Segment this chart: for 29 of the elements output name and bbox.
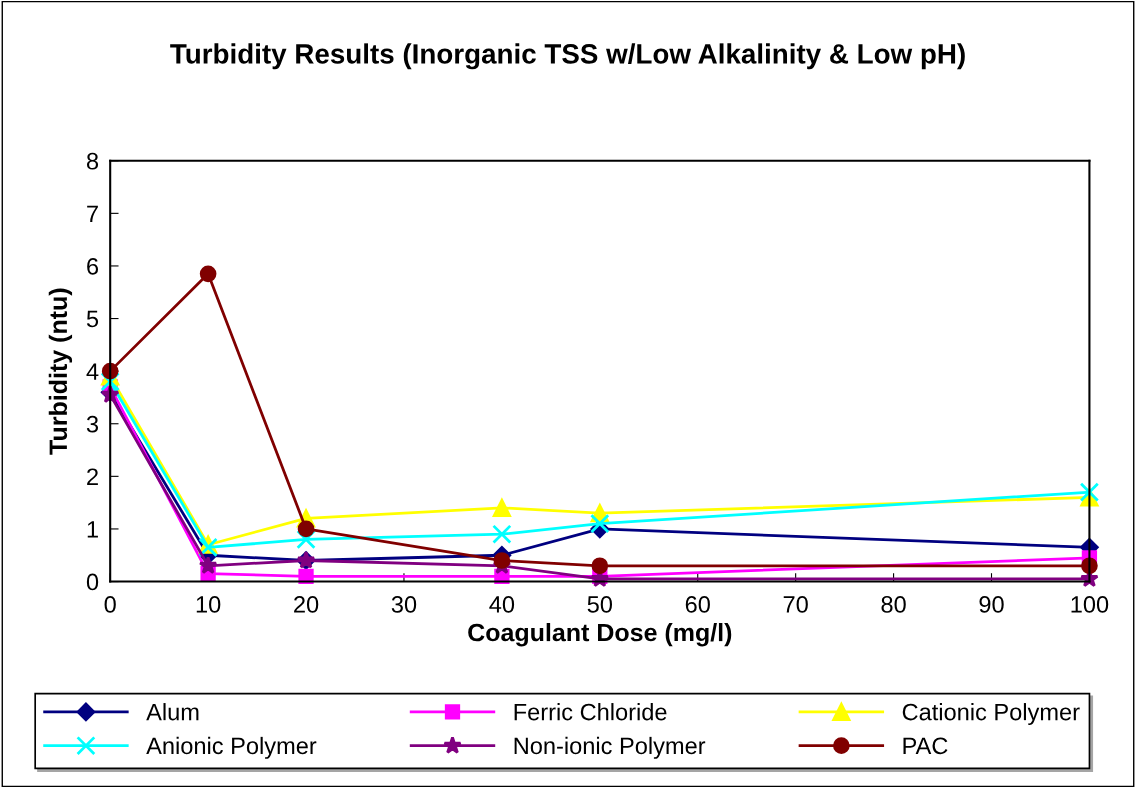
legend-label: Anionic Polymer — [146, 736, 317, 759]
y-tick-label: 3 — [86, 415, 99, 433]
legend-label: Ferric Chloride — [514, 703, 667, 721]
y-tick-label: 1 — [87, 521, 98, 538]
y-tick-label: 0 — [86, 573, 99, 591]
x-tick-label: 20 — [294, 596, 319, 613]
y-tick-label: 4 — [86, 363, 99, 380]
y-tick-label: 5 — [86, 310, 99, 328]
x-tick-label: 30 — [391, 596, 417, 613]
x-tick-label: 10 — [196, 596, 221, 613]
x-tick-label: 0 — [104, 596, 116, 613]
legend-label: PAC — [903, 737, 948, 755]
y-axis-title: Turbidity (ntu) — [48, 288, 73, 455]
x-tick-label: 80 — [881, 596, 906, 613]
x-tick-label: 70 — [783, 596, 808, 613]
y-tick-label: 8 — [86, 152, 99, 170]
chart-title: Turbidity Results (Inorganic TSS w/Low Alkalinity & Low pH) — [170, 43, 965, 70]
legend-label: Cationic Polymer — [902, 703, 1080, 726]
x-tick-label: 90 — [979, 596, 1004, 613]
x-tick-label: 60 — [685, 596, 710, 613]
x-tick-label: 100 — [1071, 596, 1109, 613]
x-tick-label: 50 — [587, 596, 613, 613]
y-tick-label: 7 — [87, 205, 98, 222]
x-axis-title: Coagulant Dose (mg/l) — [468, 623, 732, 647]
y-tick-label: 6 — [87, 258, 99, 275]
x-tick-label: 40 — [489, 596, 515, 613]
legend-label: Alum — [146, 703, 199, 721]
legend-label: Non-ionic Polymer — [514, 736, 706, 759]
y-tick-label: 2 — [87, 468, 98, 485]
